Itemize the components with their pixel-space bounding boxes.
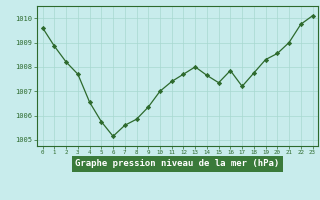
X-axis label: Graphe pression niveau de la mer (hPa): Graphe pression niveau de la mer (hPa) — [76, 159, 280, 168]
